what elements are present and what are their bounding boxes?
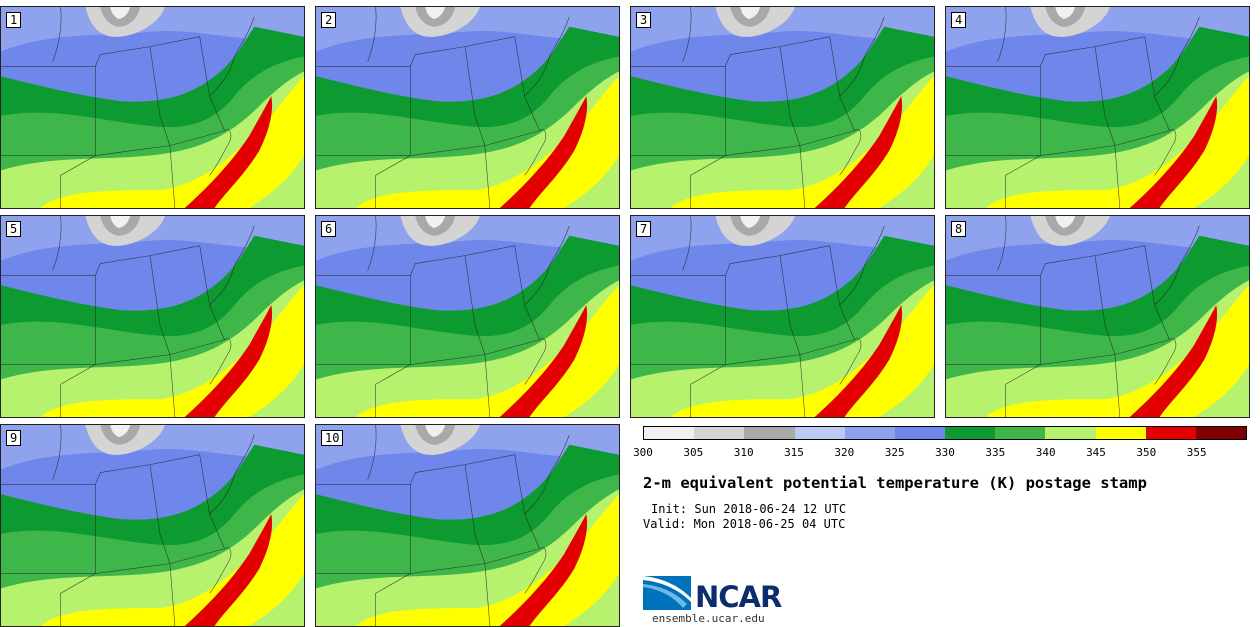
colorbar-tick-label: 330: [935, 446, 955, 459]
colorbar-segment: [894, 427, 946, 439]
map-image: [946, 216, 1249, 417]
colorbar-segment: [744, 427, 795, 439]
colorbar-segment: [995, 427, 1046, 439]
ensemble-member-panel-5: 5: [0, 215, 305, 418]
ensemble-member-panel-1: 1: [0, 6, 305, 209]
colorbar-tick-label: 300: [633, 446, 653, 459]
colorbar-tick-label: 305: [683, 446, 704, 459]
plot-title: 2-m equivalent potential temperature (K)…: [643, 474, 1147, 492]
map-image: [316, 216, 619, 417]
panel-number: 8: [951, 221, 967, 237]
colorbar: [643, 426, 1247, 440]
colorbar-segment: [1095, 427, 1146, 439]
panel-number: 5: [6, 221, 22, 237]
panel-number: 6: [321, 221, 337, 237]
map-image: [316, 425, 619, 626]
ensemble-member-panel-9: 9: [0, 424, 305, 627]
colorbar-tick-label: 355: [1186, 446, 1207, 459]
colorbar-segment: [945, 427, 996, 439]
site-url[interactable]: ensemble.ucar.edu: [652, 612, 765, 625]
panel-number: 9: [6, 430, 22, 446]
colorbar-segment: [644, 427, 695, 439]
colorbar-segment: [1195, 427, 1247, 439]
ensemble-member-panel-4: 4: [945, 6, 1250, 209]
map-image: [316, 7, 619, 208]
colorbar-segment: [1145, 427, 1196, 439]
panel-number: 7: [636, 221, 652, 237]
map-image: [1, 425, 304, 626]
colorbar-tick-label: 350: [1136, 446, 1157, 459]
panel-number: 10: [321, 430, 344, 446]
ensemble-member-panel-3: 3: [630, 6, 935, 209]
init-time: Init: Sun 2018-06-24 12 UTC: [651, 502, 847, 516]
colorbar-tick-label: 325: [884, 446, 905, 459]
colorbar-segment: [844, 427, 895, 439]
map-image: [1, 216, 304, 417]
ensemble-member-panel-7: 7: [630, 215, 935, 418]
colorbar-tick-label: 320: [834, 446, 855, 459]
colorbar-tick-label: 335: [985, 446, 1006, 459]
map-image: [1, 7, 304, 208]
ncar-logo-icon: [643, 576, 691, 610]
colorbar-tick-label: 345: [1086, 446, 1106, 459]
valid-time: Valid: Mon 2018-06-25 04 UTC: [643, 517, 846, 531]
ensemble-member-panel-8: 8: [945, 215, 1250, 418]
colorbar-ticks: 300 305 310 315 320 325 330 335 340 345 350 355: [633, 440, 1247, 464]
colorbar-segment: [1045, 427, 1096, 439]
ensemble-member-panel-6: 6: [315, 215, 620, 418]
ensemble-member-panel-2: 2: [315, 6, 620, 209]
panel-number: 3: [636, 12, 652, 28]
colorbar-tick-label: 340: [1035, 446, 1056, 459]
colorbar-segment: [794, 427, 845, 439]
map-image: [631, 216, 934, 417]
ensemble-member-panel-10: 10: [315, 424, 620, 627]
panel-number: 2: [321, 12, 337, 28]
map-image: [631, 7, 934, 208]
map-image: [946, 7, 1249, 208]
panel-number: 4: [951, 12, 967, 28]
colorbar-segment: [694, 427, 745, 439]
colorbar-tick-label: 315: [784, 446, 804, 459]
colorbar-tick-label: 310: [733, 446, 754, 459]
panel-number: 1: [6, 12, 22, 28]
ncar-logo-text: NCAR: [695, 580, 782, 614]
